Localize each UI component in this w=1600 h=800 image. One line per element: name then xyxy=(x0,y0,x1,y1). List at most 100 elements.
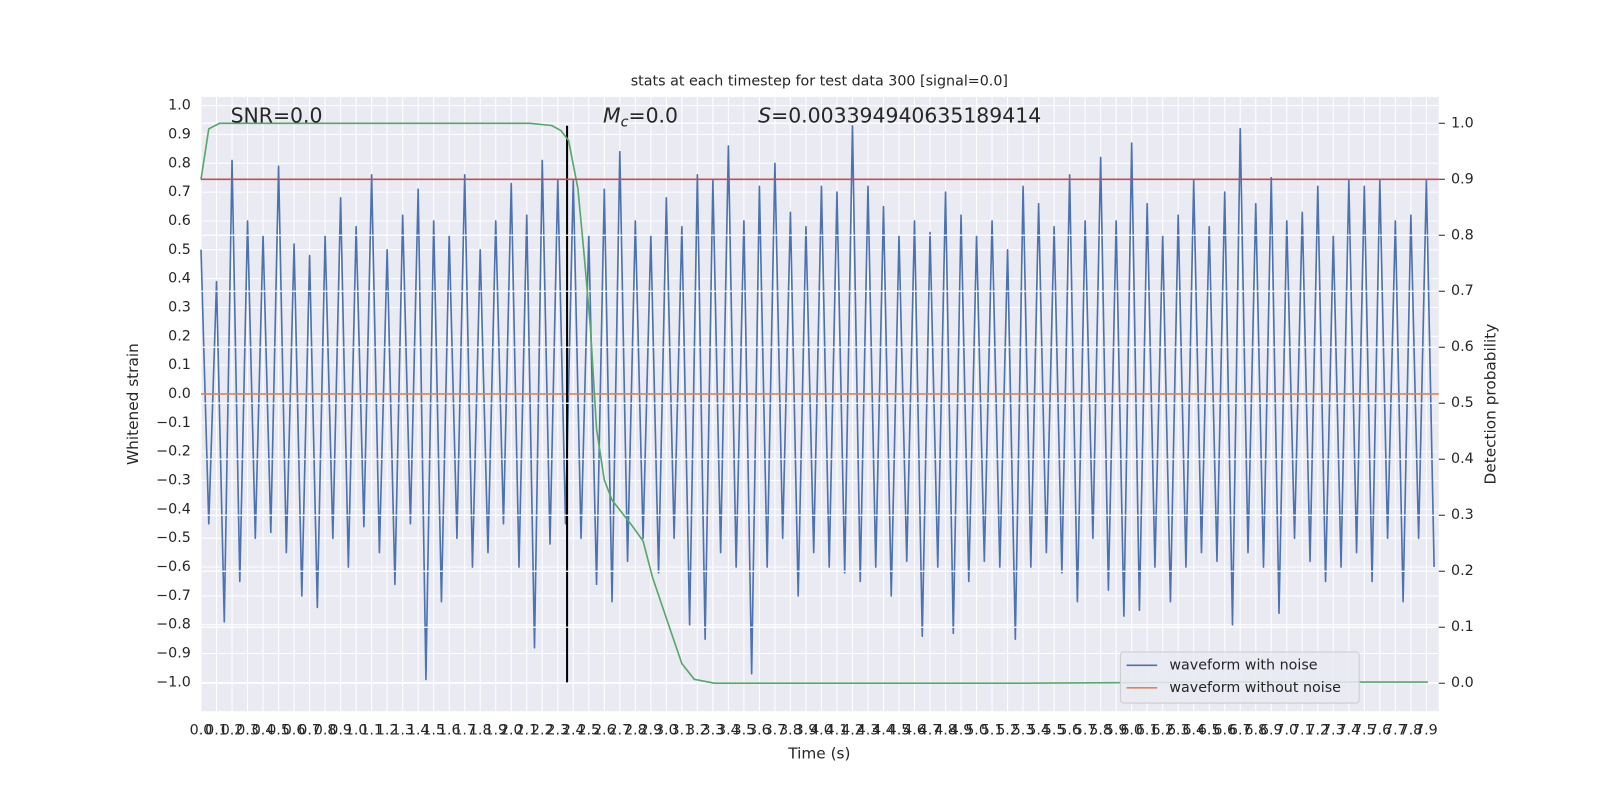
x-tick-label: 0.7 xyxy=(298,723,321,739)
x-tick-label: 4.3 xyxy=(857,723,880,739)
y2-tick-label: 0.4 xyxy=(1451,451,1474,467)
y2-tick-label: 0.2 xyxy=(1451,563,1474,579)
series-line xyxy=(200,124,1435,681)
x-tick-label: 3.2 xyxy=(686,723,709,739)
x-tick-label: 0.6 xyxy=(283,723,306,739)
x-tick-label: 3.1 xyxy=(671,723,694,739)
x-tick-label: 0.1 xyxy=(205,723,228,739)
y2-tick-label: 1.0 xyxy=(1451,115,1474,131)
x-tick-label: 6.2 xyxy=(1151,723,1174,739)
y-tick-label: 0.9 xyxy=(168,126,191,142)
annotation-text: =0.0 xyxy=(628,103,678,127)
annotation-subscript: c xyxy=(621,114,629,130)
x-tick-label: 4.6 xyxy=(903,723,926,739)
y2-tick-label: 0.8 xyxy=(1451,227,1474,243)
x-tick-label: 1.1 xyxy=(360,723,383,739)
y2-tick-label: 0.3 xyxy=(1451,507,1474,523)
y-tick-label: −0.2 xyxy=(156,444,191,460)
x-tick-label: 4.7 xyxy=(919,723,942,739)
y-tick-label: −0.4 xyxy=(156,501,191,517)
x-axis-label: Time (s) xyxy=(787,745,850,763)
x-tick-label: 7.5 xyxy=(1353,723,1376,739)
x-tick-label: 7.9 xyxy=(1415,723,1438,739)
y2-axis-label: Detection probability xyxy=(1481,324,1499,485)
x-tick-label: 1.6 xyxy=(438,723,461,739)
x-tick-label: 4.2 xyxy=(841,723,864,739)
x-tick-label: 2.2 xyxy=(531,723,554,739)
y-axis-label: Whitened strain xyxy=(124,343,142,465)
y-tick-label: 1.0 xyxy=(168,98,191,114)
x-tick-label: 1.2 xyxy=(376,723,399,739)
y-tick-label: 0.5 xyxy=(168,242,191,258)
x-tick-label: 6.8 xyxy=(1244,723,1267,739)
x-tick-label: 1.0 xyxy=(345,723,368,739)
x-tick-label: 2.4 xyxy=(562,723,585,739)
y-tick-label: −0.8 xyxy=(156,617,191,633)
x-tick-label: 0.8 xyxy=(314,723,337,739)
y-tick-label: 0.3 xyxy=(168,299,191,315)
x-tick-label: 1.9 xyxy=(484,723,507,739)
x-tick-label: 2.5 xyxy=(577,723,600,739)
x-tick-label: 5.6 xyxy=(1058,723,1081,739)
x-tick-label: 4.9 xyxy=(950,723,973,739)
x-tick-label: 7.0 xyxy=(1275,723,1298,739)
x-tick-label: 4.5 xyxy=(888,723,911,739)
y-tick-label: 0.2 xyxy=(168,328,191,344)
x-tick-label: 2.7 xyxy=(608,723,631,739)
x-tick-label: 7.7 xyxy=(1384,723,1407,739)
y2-tick-label: 0.0 xyxy=(1451,675,1474,691)
x-tick-label: 6.3 xyxy=(1167,723,1190,739)
annotation-symbol: S xyxy=(758,103,771,127)
y-tick-label: −0.3 xyxy=(156,473,191,489)
x-tick-label: 6.1 xyxy=(1136,723,1159,739)
legend-label: waveform without noise xyxy=(1169,680,1341,696)
series-line xyxy=(200,122,1428,685)
x-tick-label: 3.5 xyxy=(733,723,756,739)
x-tick-label: 7.8 xyxy=(1400,723,1423,739)
x-tick-label: 3.3 xyxy=(702,723,725,739)
x-tick-label: 3.6 xyxy=(748,723,771,739)
annotation: Mc=0.0 xyxy=(603,103,678,130)
y2-tick-label: 0.7 xyxy=(1451,283,1474,299)
y-tick-label: 0.0 xyxy=(168,386,191,402)
y2-tick-label: 0.1 xyxy=(1451,619,1474,635)
x-tick-label: 2.3 xyxy=(546,723,569,739)
y-tick-label: −0.7 xyxy=(156,588,191,604)
x-tick-label: 5.9 xyxy=(1105,723,1128,739)
x-tick-label: 7.1 xyxy=(1291,723,1314,739)
x-tick-label: 1.3 xyxy=(391,723,414,739)
legend-label: waveform with noise xyxy=(1169,657,1317,673)
x-tick-label: 4.4 xyxy=(872,723,895,739)
x-tick-label: 3.0 xyxy=(655,723,678,739)
x-tick-label: 7.3 xyxy=(1322,723,1345,739)
x-tick-label: 4.1 xyxy=(826,723,849,739)
y-tick-label: −1.0 xyxy=(156,674,191,690)
y-tick-label: 0.6 xyxy=(168,213,191,229)
x-tick-label: 2.9 xyxy=(639,723,662,739)
x-tick-label: 7.4 xyxy=(1337,723,1360,739)
y2-tick-label: 0.9 xyxy=(1451,171,1474,187)
x-tick-label: 1.5 xyxy=(422,723,445,739)
annotation: SNR=0.0 xyxy=(231,103,323,127)
y2-tick-label: 0.5 xyxy=(1451,395,1474,411)
x-tick-label: 3.9 xyxy=(795,723,818,739)
x-tick-label: 1.7 xyxy=(453,723,476,739)
y-tick-label: −0.9 xyxy=(156,646,191,662)
x-tick-label: 5.3 xyxy=(1012,723,1035,739)
y-tick-label: 0.1 xyxy=(168,357,191,373)
y2-tick-label: 0.6 xyxy=(1451,339,1474,355)
x-tick-label: 0.9 xyxy=(329,723,352,739)
annotation: S=0.003394940635189414 xyxy=(758,103,1041,127)
x-tick-label: 2.8 xyxy=(624,723,647,739)
chart-title: stats at each timestep for test data 300… xyxy=(631,74,1008,90)
x-tick-label: 6.4 xyxy=(1182,723,1205,739)
x-tick-label: 0.3 xyxy=(236,723,259,739)
y-tick-label: −0.5 xyxy=(156,530,191,546)
x-tick-label: 4.0 xyxy=(810,723,833,739)
x-tick-label: 0.4 xyxy=(252,723,275,739)
y-tick-label: 0.8 xyxy=(168,155,191,171)
y-tick-label: 0.4 xyxy=(168,271,191,287)
x-tick-label: 4.8 xyxy=(934,723,957,739)
x-tick-label: 0.0 xyxy=(190,723,213,739)
